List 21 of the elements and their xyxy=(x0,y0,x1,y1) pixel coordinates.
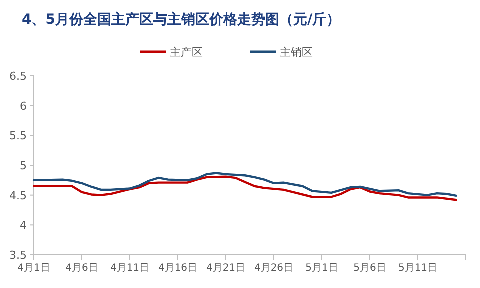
y-tick-label: 4 xyxy=(20,219,27,232)
x-tick-label: 4月11日 xyxy=(110,263,150,274)
x-tick-label: 4月1日 xyxy=(18,263,50,274)
x-tick-label: 4月6日 xyxy=(66,263,98,274)
x-tick-label: 5月6日 xyxy=(354,263,386,274)
y-tick-label: 6 xyxy=(20,100,27,113)
y-tick-label: 4.5 xyxy=(10,189,27,202)
legend-label: 主产区 xyxy=(170,46,203,59)
legend-label: 主销区 xyxy=(280,46,313,59)
legend-主销区: 主销区 xyxy=(250,46,313,59)
title: 4、5月份全国主产区与主销区价格走势图（元/斤） xyxy=(22,12,341,28)
y-tick-label: 5.5 xyxy=(10,130,27,143)
x-tick-label: 5月1日 xyxy=(306,263,338,274)
x-tick-label: 4月16日 xyxy=(158,263,198,274)
x-tick-label: 4月26日 xyxy=(254,263,294,274)
y-tick-label: 6.5 xyxy=(10,70,27,83)
y-tick-label: 5 xyxy=(20,160,27,172)
legend-主产区: 主产区 xyxy=(140,46,203,59)
x-tick-label: 5月11日 xyxy=(398,263,438,274)
x-tick-label: 4月21日 xyxy=(206,263,246,274)
y-tick-label: 3.5 xyxy=(10,249,27,262)
